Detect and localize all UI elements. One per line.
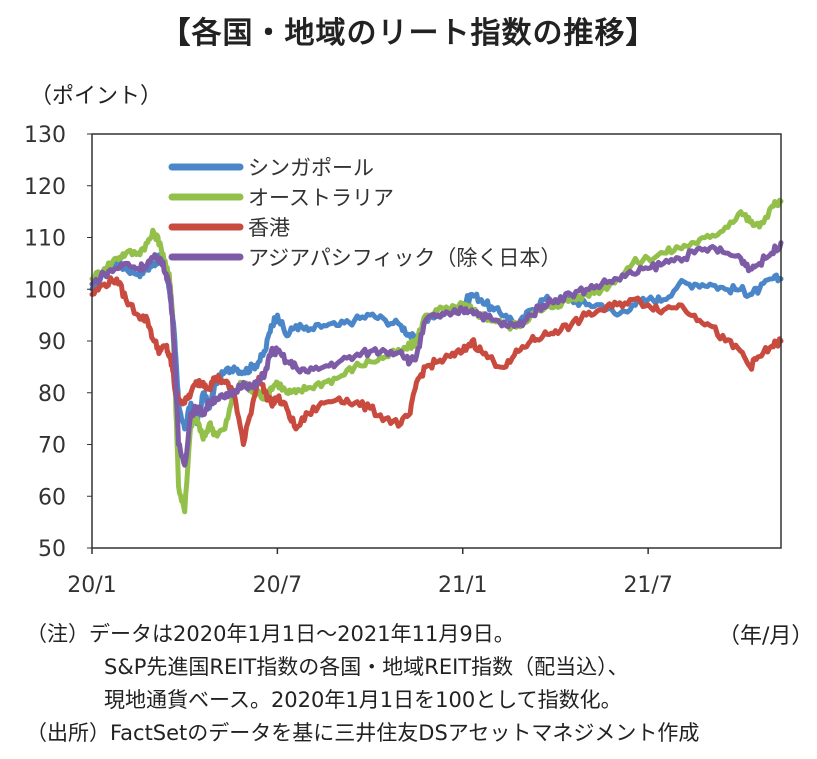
series-line xyxy=(89,252,784,432)
y-tick-label: 90 xyxy=(38,330,66,355)
x-tick-label: 20/7 xyxy=(253,573,302,598)
x-tick-label: 21/1 xyxy=(438,573,487,598)
x-tick-label: 21/7 xyxy=(623,573,672,598)
series-line xyxy=(89,240,784,468)
y-tick-label: 80 xyxy=(38,382,66,407)
y-tick-label: 120 xyxy=(24,175,66,200)
y-axis-unit-label: （ポイント） xyxy=(30,84,163,109)
legend-label: 香港 xyxy=(248,216,290,240)
footnotes: （注）データは2020年1月1日～2021年11月9日。 S&P先進国REIT指… xyxy=(26,618,699,750)
x-tick-label: 20/1 xyxy=(67,573,116,598)
chart-title: 【各国・地域のリート指数の推移】 xyxy=(160,16,657,51)
plot-frame xyxy=(91,133,782,549)
y-tick-label: 130 xyxy=(24,123,66,148)
note-line-1: （注）データは2020年1月1日～2021年11月9日。 xyxy=(26,622,515,646)
y-tick-label: 60 xyxy=(38,485,66,510)
legend-label: シンガポール xyxy=(248,156,374,180)
y-tick-label: 70 xyxy=(38,434,66,459)
legend-label: オーストラリア xyxy=(248,186,394,210)
y-tick-label: 110 xyxy=(24,227,66,252)
x-axis-unit-label: （年/月） xyxy=(718,624,814,649)
y-tick-label: 100 xyxy=(24,278,66,303)
note-line-3: 現地通貨ベース。2020年1月1日を100として指数化。 xyxy=(104,688,622,712)
y-tick-label: 50 xyxy=(38,537,66,562)
note-line-2: S&P先進国REIT指数の各国・地域REIT指数（配当込）、 xyxy=(104,655,629,679)
note-line-4: （出所）FactSetのデータを基に三井住友DSアセットマネジメント作成 xyxy=(26,721,700,745)
legend-label: アジアパシフィック（除く日本） xyxy=(248,246,561,270)
chart-area: 50 60 70 80 90 100 110 120 130 20/1 20/7 21/1 21/7 シ… xyxy=(24,123,784,598)
